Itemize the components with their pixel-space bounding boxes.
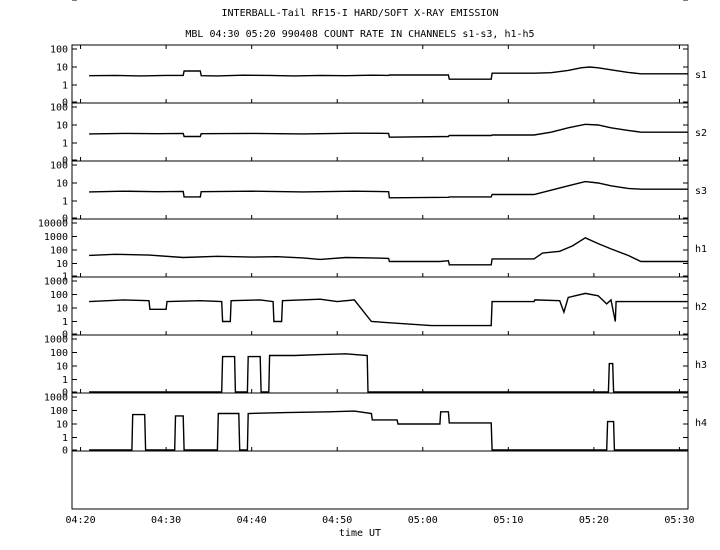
series-line-h3 [89, 353, 688, 393]
channel-label: s2 [695, 128, 707, 139]
y-tick-label: 0 [62, 156, 68, 167]
y-tick-label: 100 [50, 406, 68, 417]
y-tick-label: 0 [62, 388, 68, 399]
series-line-h1 [89, 237, 688, 266]
x-tick-label: 05:30 [664, 515, 694, 526]
y-tick-label: 100 [50, 45, 68, 56]
y-tick-label: 0 [62, 214, 68, 225]
series-line-h4 [89, 410, 688, 451]
y-tick-label: 10 [56, 304, 68, 315]
channel-label: h5 [695, 0, 707, 3]
channel-label: s3 [695, 186, 707, 197]
y-tick-label: 10 [56, 121, 68, 132]
y-tick-label: 100 [50, 0, 68, 3]
x-axis-label: time UT [338, 528, 382, 539]
y-tick-label: 0 [62, 446, 68, 457]
channel-label: h2 [695, 302, 707, 313]
y-tick-label: 1000 [44, 335, 68, 346]
x-tick-label: 04:20 [66, 515, 96, 526]
y-tick-label: 10 [56, 259, 68, 270]
series-line-s2 [89, 123, 688, 138]
x-tick-label: 05:10 [493, 515, 523, 526]
y-tick-label: 1000 [44, 232, 68, 243]
y-tick-label: 1000 [44, 277, 68, 288]
chart-title: INTERBALL-Tail RF15-I HARD/SOFT X-RAY EM… [221, 8, 499, 19]
series-line-s3 [89, 180, 688, 199]
y-tick-label: 1 [62, 139, 68, 150]
y-tick-label: 10 [56, 63, 68, 74]
y-tick-label: 100 [50, 103, 68, 114]
panel-h1: 10000 1000 100 10 1 h1 [38, 218, 707, 283]
y-tick-label: 1 [62, 197, 68, 208]
panel-h5: 10001001010h5 [44, 0, 707, 452]
y-tick-label: 1 [62, 317, 68, 328]
y-tick-label: 1 [62, 433, 68, 444]
y-tick-label: 10 [56, 362, 68, 373]
y-tick-label: 10000 [38, 219, 68, 230]
channel-label: s1 [695, 70, 707, 81]
y-tick-label: 0 [62, 98, 68, 109]
y-tick-label: 10 [56, 0, 68, 3]
y-tick-label: 1 [62, 81, 68, 92]
x-tick-label: 04:30 [151, 515, 181, 526]
x-tick-label: 05:00 [408, 515, 438, 526]
y-tick-label: 10 [56, 179, 68, 190]
y-tick-label: 1000 [44, 393, 68, 404]
y-tick-label: 0 [62, 0, 68, 3]
chart-subtitle: MBL 04:30 05:20 990408 COUNT RATE IN CHA… [185, 29, 535, 40]
channel-label: h3 [695, 360, 707, 371]
y-tick-label: 100 [50, 246, 68, 257]
y-tick-label: 1 [62, 375, 68, 386]
y-tick-label: 0 [62, 330, 68, 341]
y-tick-label: 1000 [44, 0, 68, 3]
y-tick-label: 1 [62, 0, 68, 3]
x-tick-label: 04:50 [322, 515, 352, 526]
channel-label: h4 [695, 418, 707, 429]
y-tick-label: 100 [50, 161, 68, 172]
y-tick-label: 100 [50, 348, 68, 359]
y-tick-label: 100 [50, 290, 68, 301]
x-tick-label: 04:40 [237, 515, 267, 526]
y-tick-label: 1 [62, 272, 68, 283]
x-tick-label: 05:20 [579, 515, 609, 526]
series-line-s1 [89, 66, 688, 80]
y-tick-label: 10 [56, 420, 68, 431]
series-line-h2 [89, 292, 688, 327]
channel-label: h1 [695, 244, 707, 255]
